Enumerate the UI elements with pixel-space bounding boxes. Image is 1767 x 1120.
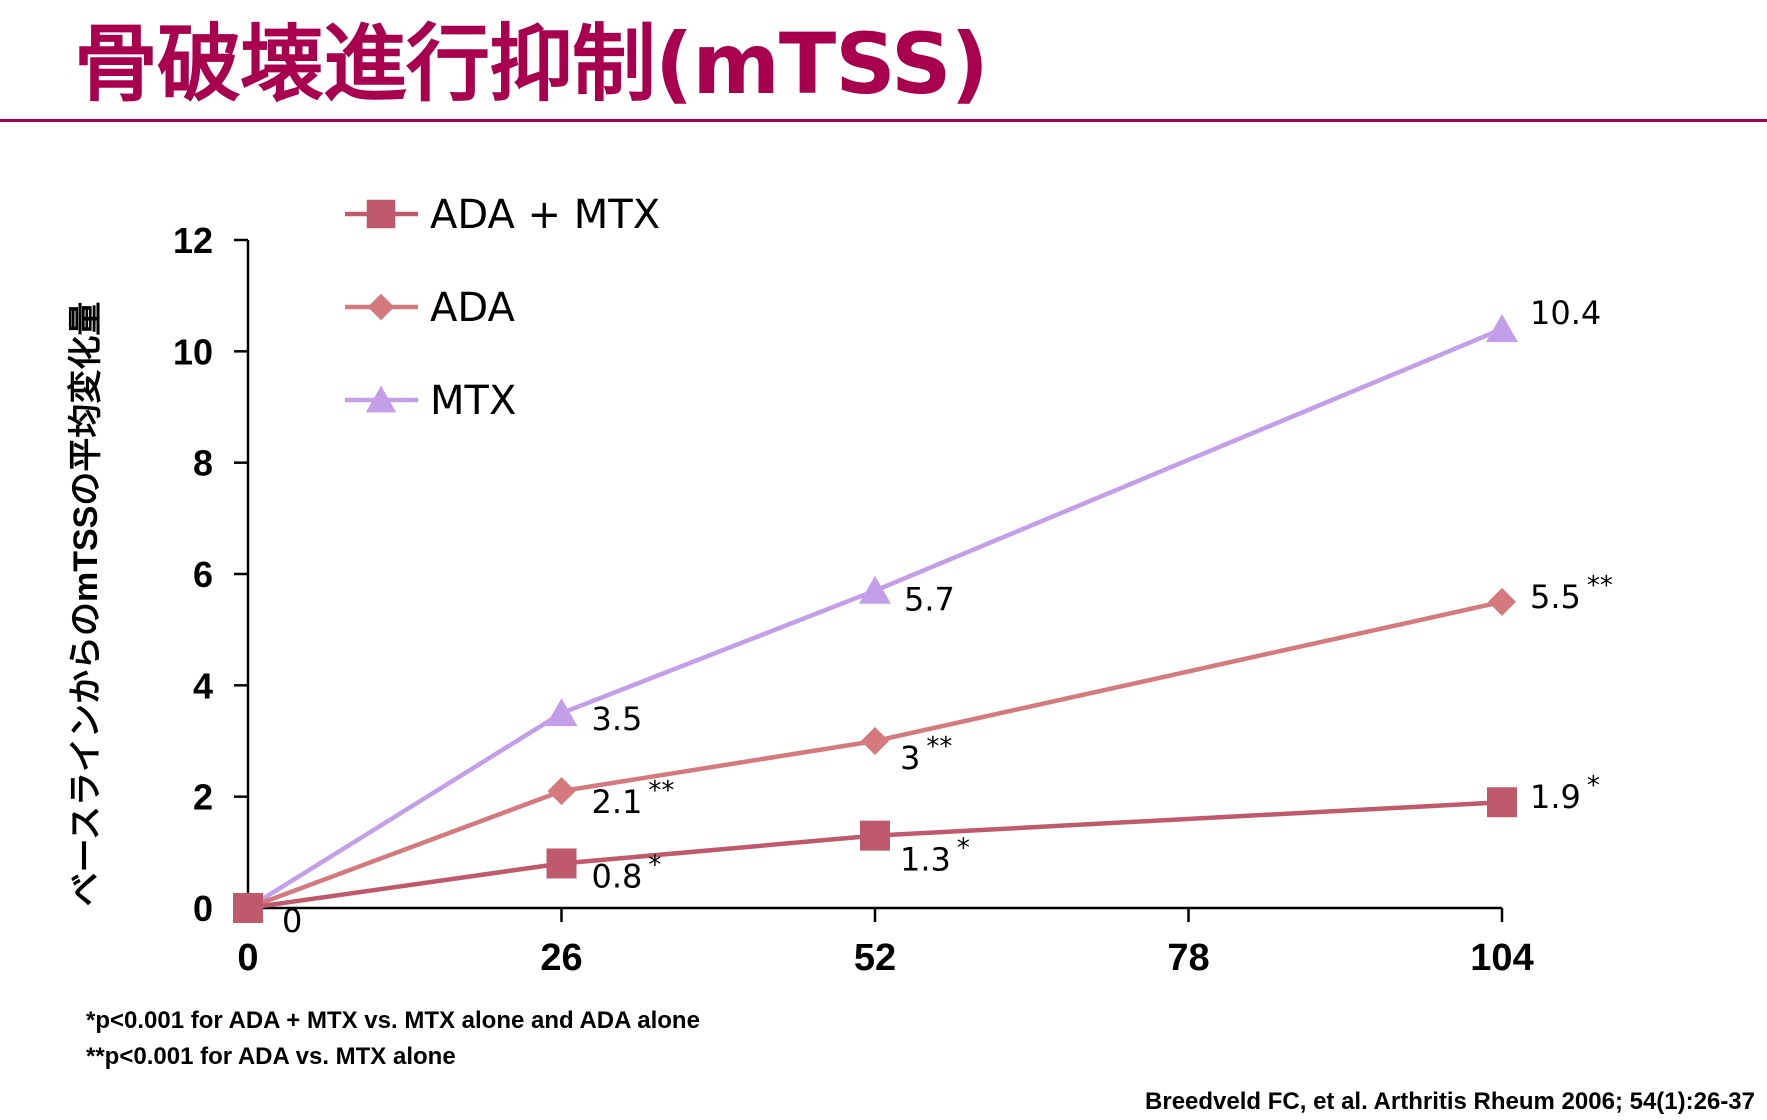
data-point	[1487, 787, 1517, 818]
footnote-1: *p<0.001 for ADA + MTX vs. MTX alone and…	[86, 1007, 700, 1034]
significance-marker: **	[1587, 571, 1613, 601]
y-tick-label: 8	[193, 443, 213, 484]
data-label: 0.8 *	[592, 850, 662, 895]
title-divider	[0, 119, 1767, 122]
y-axis-label: ベースラインからのmTSSの平均変化量	[66, 302, 105, 907]
data-label: 10.4	[1530, 294, 1601, 332]
y-tick-label: 10	[173, 331, 213, 372]
series-line	[247, 799, 1503, 911]
chart-axes: 0 2 4 6 8 10 12 0 26 52 78 104 ベースラインからのmTSSの平均変化量	[66, 220, 1534, 979]
footnote-2: **p<0.001 for ADA vs. MTX alone	[86, 1043, 456, 1070]
y-tick-label: 0	[193, 888, 213, 929]
data-point	[545, 698, 578, 727]
y-tick-label: 4	[193, 665, 213, 706]
data-label: 1.3 *	[900, 834, 970, 879]
page-title: 骨破壊進行抑制(mTSS)	[74, 15, 989, 113]
x-tick-label: 104	[1470, 937, 1533, 979]
citation: Breedveld FC, et al. Arthritis Rheum 200…	[1145, 1088, 1755, 1115]
data-point	[1486, 314, 1518, 343]
data-point	[547, 777, 576, 806]
data-point	[859, 575, 891, 604]
data-point	[860, 820, 890, 851]
data-point	[546, 848, 577, 879]
x-tick-label: 26	[540, 937, 582, 979]
y-tick-label: 2	[193, 777, 213, 818]
data-label: 1.9 *	[1530, 771, 1600, 816]
significance-marker: **	[926, 732, 952, 762]
significance-marker: *	[648, 850, 661, 880]
significance-marker: *	[1587, 771, 1600, 801]
chart-legend: ADA + MTX ADA MTX	[345, 192, 660, 424]
y-tick-label: 6	[193, 554, 213, 595]
legend-swatch-marker	[366, 199, 396, 229]
x-tick-label: 0	[237, 937, 258, 979]
data-point	[233, 893, 263, 923]
x-tick-label: 78	[1167, 937, 1209, 979]
legend-label: ADA	[430, 285, 515, 331]
legend-swatch-marker	[365, 385, 397, 413]
series-markers	[232, 314, 1518, 923]
data-label: 0	[282, 902, 302, 940]
data-label: 2.1 **	[592, 776, 675, 821]
significance-marker: *	[957, 834, 970, 864]
data-label: 3 **	[900, 732, 952, 777]
data-label: 5.5 **	[1530, 571, 1613, 616]
x-tick-label: 52	[854, 937, 896, 979]
legend-label: ADA + MTX	[430, 192, 660, 238]
significance-marker: **	[648, 776, 674, 806]
data-label: 5.7	[904, 581, 955, 619]
data-point	[1488, 587, 1516, 616]
mtss-line-chart: 0 2 4 6 8 10 12 0 26 52 78 104 ベースラインからのmTSSの平均変化量 3…	[66, 192, 1613, 979]
series-line	[247, 599, 1503, 911]
legend-swatch-marker	[367, 293, 395, 321]
series-lines	[246, 326, 1503, 911]
data-label: 3.5	[592, 700, 643, 738]
legend-label: MTX	[430, 378, 516, 424]
series-line	[246, 326, 1503, 910]
y-tick-label: 12	[173, 220, 213, 261]
data-point	[861, 727, 889, 755]
